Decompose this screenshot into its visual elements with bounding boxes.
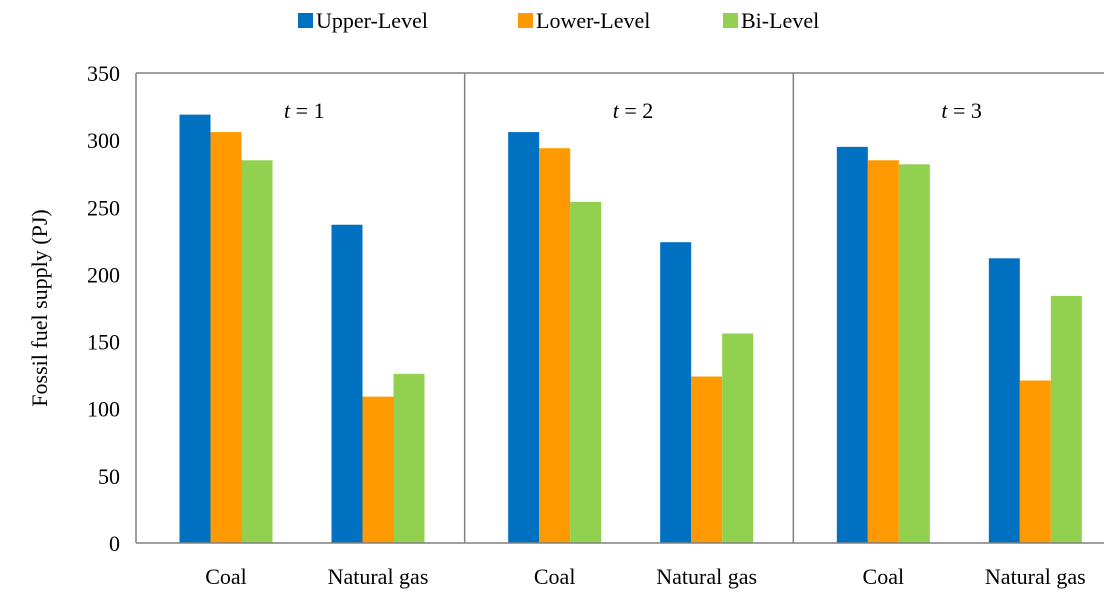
panel-label-var: t: [941, 98, 948, 123]
y-tick-label: 350: [87, 61, 120, 86]
legend: Upper-Level Lower-Level Bi-Level: [298, 8, 819, 33]
bar: [508, 132, 540, 543]
legend-label: Upper-Level: [316, 8, 428, 33]
bar: [722, 333, 754, 543]
x-category-label: Natural gas: [985, 564, 1086, 589]
x-category-label: Natural gas: [656, 564, 757, 589]
y-axis-title: Fossil fuel supply (PJ): [27, 209, 52, 406]
bar: [179, 114, 211, 543]
plot-frame: [135, 72, 1104, 544]
y-tick-label: 0: [109, 531, 120, 556]
bar: [570, 201, 602, 543]
y-tick-label: 150: [87, 330, 120, 355]
bar: [988, 258, 1020, 543]
bar: [1050, 295, 1082, 543]
legend-swatch: [723, 13, 738, 28]
category-labels: Coal Natural gas Coal Natural gas Coal Natura…: [205, 564, 1086, 589]
bars: [179, 114, 1082, 544]
x-category-label: Natural gas: [328, 564, 429, 589]
panel-label: t = 2: [613, 98, 654, 123]
legend-label: Bi-Level: [741, 8, 819, 33]
x-category-label: Coal: [863, 564, 905, 589]
panel-label-value: = 3: [948, 98, 982, 123]
bar: [691, 376, 723, 543]
panel-label-var: t: [613, 98, 620, 123]
bar: [210, 132, 242, 543]
panel-label: t = 1: [284, 98, 325, 123]
bar: [867, 160, 899, 544]
bar: [331, 224, 363, 544]
y-tick-label: 50: [98, 464, 120, 489]
bar: [393, 373, 425, 543]
x-category-label: Coal: [205, 564, 247, 589]
bar: [362, 396, 394, 543]
y-tick-label: 300: [87, 128, 120, 153]
legend-swatch: [518, 13, 533, 28]
bar: [836, 146, 868, 544]
bar: [241, 160, 273, 544]
panel-label: t = 3: [941, 98, 982, 123]
bar: [660, 242, 692, 543]
y-tick-label: 200: [87, 262, 120, 287]
legend-label: Lower-Level: [536, 8, 650, 33]
x-category-label: Coal: [534, 564, 576, 589]
legend-swatch: [298, 13, 313, 28]
panel-label-value: = 2: [619, 98, 653, 123]
bar: [539, 148, 571, 543]
panel-label-value: = 1: [290, 98, 324, 123]
bar: [1019, 380, 1051, 543]
bar: [898, 164, 930, 543]
y-tick-label: 100: [87, 397, 120, 422]
y-tick-label: 250: [87, 195, 120, 220]
y-axis-ticks: 0 50 100 150 200 250 300 350: [87, 61, 120, 556]
panel-label-var: t: [284, 98, 291, 123]
